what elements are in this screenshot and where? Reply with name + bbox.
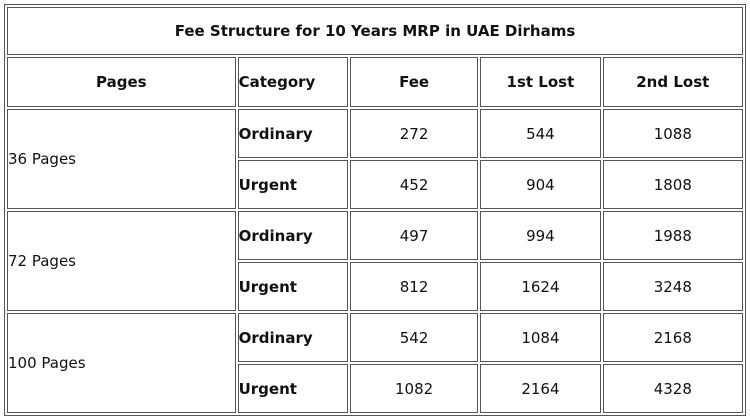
header-second-lost: 2nd Lost [602,57,743,107]
first-lost-cell: 1624 [480,262,601,311]
category-cell: Ordinary [237,109,348,158]
pages-cell: 72 Pages [7,211,236,311]
category-cell: Urgent [237,160,348,209]
table-title: Fee Structure for 10 Years MRP in UAE Di… [7,7,743,55]
category-cell: Ordinary [237,211,348,260]
fee-cell: 272 [349,109,479,158]
table-row: Urgent 812 1624 3248 [7,262,743,311]
fee-cell: 812 [349,262,479,311]
table-row: 72 Pages Ordinary 497 994 1988 [7,211,743,311]
title-row: Fee Structure for 10 Years MRP in UAE Di… [7,7,743,55]
fee-cell: 1082 [349,364,479,413]
fee-cell: 452 [349,160,479,209]
second-lost-cell: 1088 [602,109,743,158]
table-row: Urgent 1082 2164 4328 [7,364,743,413]
first-lost-cell: 544 [480,109,601,158]
header-pages: Pages [7,57,236,107]
second-lost-cell: 1988 [602,211,743,260]
fee-cell: 542 [349,313,479,362]
second-lost-cell: 3248 [602,262,743,311]
second-lost-cell: 1808 [602,160,743,209]
category-cell: Urgent [237,262,348,311]
header-row: Pages Category Fee 1st Lost 2nd Lost [7,57,743,107]
fee-cell: 497 [349,211,479,260]
category-cell: Ordinary [237,313,348,362]
first-lost-cell: 994 [480,211,601,260]
header-fee: Fee [349,57,479,107]
table-row: 36 Pages Ordinary 272 544 1088 [7,109,743,209]
pages-cell: 36 Pages [7,109,236,209]
table-row: 100 Pages Ordinary 542 1084 2168 [7,313,743,413]
fee-structure-table: Fee Structure for 10 Years MRP in UAE Di… [4,4,746,416]
category-cell: Urgent [237,364,348,413]
second-lost-cell: 2168 [602,313,743,362]
first-lost-cell: 2164 [480,364,601,413]
first-lost-cell: 1084 [480,313,601,362]
header-first-lost: 1st Lost [480,57,601,107]
pages-cell: 100 Pages [7,313,236,413]
first-lost-cell: 904 [480,160,601,209]
second-lost-cell: 4328 [602,364,743,413]
header-category: Category [237,57,348,107]
table-row: Urgent 452 904 1808 [7,160,743,209]
